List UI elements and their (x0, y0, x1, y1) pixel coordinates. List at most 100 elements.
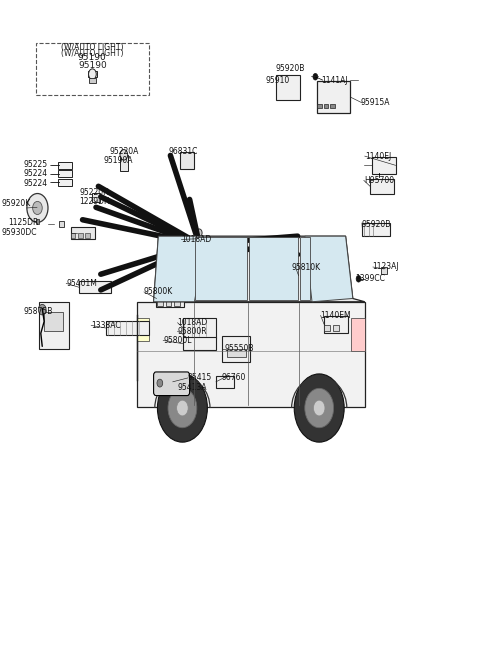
Bar (71, 227, 95, 239)
Bar (222, 336, 250, 362)
Polygon shape (305, 236, 353, 302)
Text: 96831C: 96831C (169, 147, 198, 156)
Bar (180, 152, 194, 169)
Bar (120, 155, 128, 171)
Bar (324, 325, 330, 331)
Text: 95550B: 95550B (225, 344, 254, 354)
Bar (58, 161, 72, 169)
Polygon shape (137, 318, 149, 341)
Circle shape (313, 73, 318, 80)
Bar (71, 233, 75, 238)
Bar (87, 71, 97, 77)
Circle shape (38, 304, 46, 315)
Polygon shape (154, 236, 365, 302)
Polygon shape (300, 237, 310, 300)
Text: 1229DH: 1229DH (79, 197, 110, 206)
Bar (44, 312, 63, 331)
Text: 95401M: 95401M (66, 279, 97, 288)
Bar (157, 298, 163, 306)
Text: 95930DC: 95930DC (1, 228, 37, 237)
Circle shape (294, 374, 344, 442)
Bar (78, 233, 83, 238)
Circle shape (313, 400, 325, 416)
Polygon shape (154, 236, 206, 302)
Bar (183, 337, 216, 350)
Text: 1125DR: 1125DR (9, 218, 39, 227)
Polygon shape (137, 302, 365, 407)
Text: 95224: 95224 (23, 169, 47, 178)
Circle shape (356, 276, 361, 282)
Text: 95190: 95190 (78, 53, 107, 62)
Text: 95810K: 95810K (292, 263, 321, 272)
Text: 95910: 95910 (265, 75, 290, 85)
Polygon shape (249, 237, 298, 300)
Bar (324, 104, 328, 108)
Bar (183, 318, 216, 338)
Bar (370, 179, 394, 194)
Polygon shape (351, 318, 365, 351)
Text: 95220A: 95220A (109, 147, 139, 156)
Bar (317, 104, 322, 108)
Text: 95224: 95224 (23, 178, 47, 188)
Text: 95920K: 95920K (1, 199, 31, 208)
Bar (324, 316, 348, 333)
Text: 1399CC: 1399CC (355, 274, 385, 283)
Bar (36, 219, 39, 224)
Bar (276, 75, 300, 100)
Text: 1123AJ: 1123AJ (372, 262, 398, 272)
Bar (89, 78, 96, 83)
Text: (W/AUTO LIGHT): (W/AUTO LIGHT) (61, 49, 124, 58)
Bar (92, 192, 100, 202)
Text: 95920B: 95920B (362, 220, 391, 229)
Text: (W/AUTO LIGHT): (W/AUTO LIGHT) (61, 43, 123, 52)
Bar (216, 376, 234, 388)
Bar (58, 170, 72, 177)
Bar (174, 298, 180, 306)
Bar (58, 178, 72, 186)
Text: 96760: 96760 (222, 373, 246, 382)
Bar (300, 277, 305, 284)
Circle shape (196, 229, 202, 237)
Circle shape (305, 388, 334, 428)
Text: 95190: 95190 (78, 61, 107, 70)
Bar (85, 233, 90, 238)
Bar (362, 223, 390, 236)
Text: 1141AJ: 1141AJ (322, 75, 348, 85)
Text: 95413A: 95413A (178, 382, 207, 392)
Text: 95915A: 95915A (361, 98, 390, 108)
Bar (79, 281, 111, 293)
Bar (39, 302, 69, 349)
Polygon shape (195, 237, 247, 300)
Text: 95190A: 95190A (103, 156, 132, 165)
Text: 1018AD: 1018AD (178, 318, 208, 327)
Text: 95800L: 95800L (163, 336, 192, 345)
FancyBboxPatch shape (154, 372, 190, 396)
Circle shape (157, 379, 163, 387)
Text: 95920B: 95920B (276, 64, 305, 73)
Text: 95875B: 95875B (24, 307, 53, 316)
Text: 1018AD: 1018AD (181, 235, 212, 244)
Circle shape (88, 69, 96, 79)
Bar (372, 157, 396, 173)
Text: H95700: H95700 (364, 176, 394, 185)
Text: 1140EJ: 1140EJ (365, 152, 391, 161)
Circle shape (27, 194, 48, 222)
Bar (381, 267, 387, 274)
Text: 95225: 95225 (23, 160, 47, 169)
Bar (317, 81, 350, 113)
Bar (166, 298, 171, 306)
Bar (156, 290, 184, 306)
Circle shape (177, 400, 188, 416)
Circle shape (33, 201, 42, 215)
Bar (307, 277, 313, 284)
Text: 1140EM: 1140EM (321, 311, 351, 320)
Bar (333, 325, 339, 331)
Bar (299, 266, 319, 285)
Text: 95220H: 95220H (79, 188, 109, 197)
Text: 95800K: 95800K (144, 287, 173, 297)
Text: 95415: 95415 (187, 373, 212, 382)
Text: 95800R: 95800R (178, 327, 207, 336)
Circle shape (195, 239, 203, 249)
Circle shape (120, 150, 128, 160)
Bar (59, 220, 64, 226)
